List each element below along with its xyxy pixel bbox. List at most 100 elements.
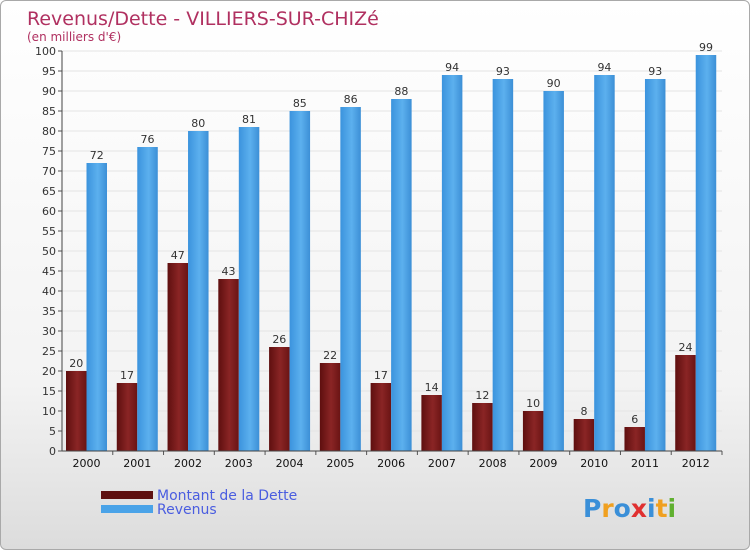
- y-tick-label: 75: [42, 145, 56, 158]
- y-tick-label: 65: [42, 185, 56, 198]
- x-tick-label: 2008: [479, 457, 507, 470]
- y-tick-label: 40: [42, 285, 56, 298]
- revenue-bar: [340, 107, 361, 451]
- x-tick-label: 2012: [682, 457, 710, 470]
- debt-bar: [319, 363, 341, 451]
- y-tick-label: 15: [42, 385, 56, 398]
- revenue-bar: [289, 111, 311, 451]
- y-tick-label: 25: [42, 345, 56, 358]
- legend-swatch: [101, 491, 153, 499]
- bar-series: 2072177647804381268522861788149412931090…: [66, 41, 717, 451]
- revenue-bar: [492, 79, 514, 451]
- logo-letter: o: [614, 494, 631, 523]
- chart-title: Revenus/Dette - VILLIERS-SUR-CHIZé: [27, 8, 379, 30]
- debt-bar: [167, 263, 189, 451]
- x-tick-label: 2011: [631, 457, 659, 470]
- debt-bar-label: 24: [678, 341, 692, 354]
- debt-bar: [370, 383, 392, 451]
- debt-bar-label: 8: [580, 405, 587, 418]
- y-tick-label: 90: [42, 85, 56, 98]
- logo-letter: i: [668, 494, 677, 523]
- debt-bar-label: 17: [374, 369, 388, 382]
- revenue-bar: [695, 55, 717, 451]
- debt-bar-label: 6: [631, 413, 638, 426]
- debt-bar: [421, 395, 442, 451]
- legend-swatch: [101, 505, 153, 513]
- y-tick-label: 30: [42, 325, 56, 338]
- legend-label: Montant de la Dette: [157, 488, 297, 504]
- debt-bar-label: 26: [272, 333, 286, 346]
- revenue-bar-label: 86: [344, 93, 358, 106]
- revenue-bar-label: 76: [141, 133, 155, 146]
- y-tick-label: 10: [42, 405, 56, 418]
- revenue-bar: [137, 147, 158, 451]
- revenue-bar: [644, 79, 666, 451]
- x-tick-label: 2010: [580, 457, 608, 470]
- y-tick-label: 50: [42, 245, 56, 258]
- debt-bar: [269, 347, 290, 451]
- debt-bar: [522, 411, 544, 451]
- y-tick-label: 45: [42, 265, 56, 278]
- logo-letter: r: [601, 494, 614, 523]
- revenue-bar-label: 85: [293, 97, 307, 110]
- x-axis-ticks: 2000 2001 2002 2003 2004 2005 2006 2007 2008 2009…: [73, 451, 723, 470]
- revenue-bar: [391, 99, 412, 451]
- chart-subtitle: (en milliers d'€): [27, 30, 121, 44]
- debt-bar: [66, 371, 87, 451]
- debt-bar-label: 43: [222, 265, 236, 278]
- debt-bar-label: 17: [120, 369, 134, 382]
- debt-bar-label: 47: [171, 249, 185, 262]
- debt-bar: [116, 383, 138, 451]
- y-tick-label: 20: [42, 365, 56, 378]
- revenue-bar: [238, 127, 260, 451]
- x-tick-label: 2004: [276, 457, 304, 470]
- revenue-bar: [594, 75, 615, 451]
- x-tick-label: 2002: [174, 457, 202, 470]
- revenue-bar: [86, 163, 107, 451]
- y-tick-label: 80: [42, 125, 56, 138]
- y-tick-label: 85: [42, 105, 56, 118]
- logo-letter: t: [656, 494, 668, 523]
- revenue-bar-label: 94: [597, 61, 611, 74]
- proxiti-logo: Proxiti: [583, 494, 676, 523]
- y-tick-label: 100: [35, 45, 56, 58]
- logo-letter: x: [631, 494, 647, 523]
- y-tick-label: 55: [42, 225, 56, 238]
- revenue-bar-label: 93: [496, 65, 510, 78]
- x-tick-label: 2007: [428, 457, 456, 470]
- y-tick-label: 70: [42, 165, 56, 178]
- debt-bar-label: 22: [323, 349, 337, 362]
- revenue-bar-label: 99: [699, 41, 713, 54]
- y-tick-label: 0: [49, 445, 56, 458]
- x-tick-label: 2005: [326, 457, 354, 470]
- revenue-bar: [188, 131, 209, 451]
- x-tick-label: 2003: [225, 457, 253, 470]
- logo-letter: i: [647, 494, 656, 523]
- x-tick-label: 2001: [123, 457, 151, 470]
- y-tick-label: 95: [42, 65, 56, 78]
- debt-bar: [624, 427, 645, 451]
- revenue-bar-label: 94: [445, 61, 459, 74]
- axes: [61, 51, 722, 452]
- legend-label: Revenus: [157, 502, 217, 518]
- revenue-bar: [543, 91, 564, 451]
- revenue-bar-label: 88: [394, 85, 408, 98]
- debt-bar-label: 20: [69, 357, 83, 370]
- revenue-bar-label: 90: [547, 77, 561, 90]
- revenue-bar-label: 80: [191, 117, 205, 130]
- logo-letter: P: [583, 494, 601, 523]
- y-tick-label: 5: [49, 425, 56, 438]
- y-tick-label: 60: [42, 205, 56, 218]
- x-tick-label: 2000: [73, 457, 101, 470]
- debt-bar: [218, 279, 239, 451]
- y-axis-ticks: 0 5 10 15 20 25 30 35 40 45 50 55 60 65 70 75 80 85 90 95 10…: [35, 45, 62, 458]
- debt-bar: [675, 355, 696, 451]
- debt-bar-label: 14: [425, 381, 439, 394]
- revenue-bar: [441, 75, 463, 451]
- revenue-bar-label: 93: [648, 65, 662, 78]
- debt-bar-label: 12: [475, 389, 489, 402]
- y-tick-label: 35: [42, 305, 56, 318]
